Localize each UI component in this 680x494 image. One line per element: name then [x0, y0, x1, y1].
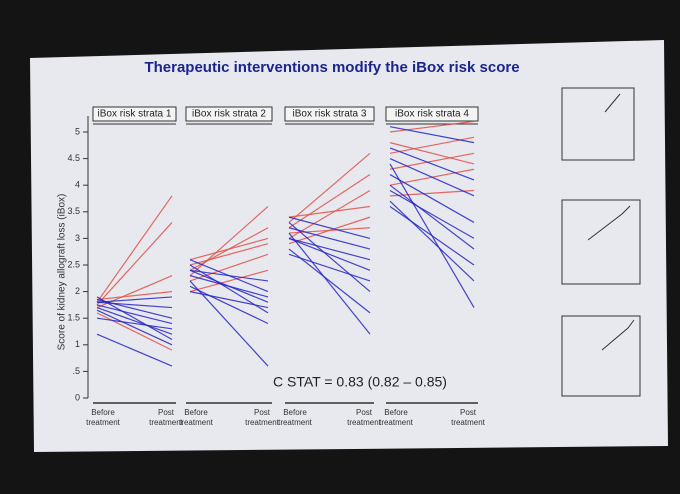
patient-line: [96, 296, 173, 341]
calibration-box: [561, 87, 635, 161]
patient-line: [389, 189, 475, 197]
patient-line: [288, 227, 371, 250]
patient-line: [96, 309, 173, 346]
y-tick-label: 2.5: [67, 259, 80, 269]
patient-line: [288, 232, 371, 335]
x-tick-label: treatment: [86, 418, 121, 427]
x-tick-label: Before: [184, 408, 208, 417]
patient-line: [96, 333, 173, 367]
y-tick-label: 4.5: [67, 153, 80, 163]
patient-line: [288, 221, 371, 293]
patient-line: [389, 200, 475, 282]
y-tick-label: 3.5: [67, 206, 80, 216]
x-tick-label: treatment: [278, 418, 313, 427]
patient-line: [389, 158, 475, 197]
patient-line: [288, 205, 371, 218]
patient-line: [288, 248, 371, 314]
patient-line: [389, 126, 475, 144]
x-tick-label: Before: [283, 408, 307, 417]
y-tick-label: 0: [75, 392, 80, 402]
patient-line: [96, 222, 173, 306]
x-tick-label: Before: [384, 408, 408, 417]
x-tick-label: treatment: [347, 418, 382, 427]
patient-line: [96, 312, 173, 351]
slide: [30, 40, 668, 452]
patient-line: [288, 174, 371, 229]
strata-box: [284, 106, 375, 122]
strata-label: iBox risk strata 3: [293, 109, 367, 120]
patient-line: [189, 280, 269, 367]
patient-line: [288, 216, 371, 239]
patient-line: [189, 243, 269, 266]
calibration-box: [561, 199, 641, 285]
patient-line: [288, 190, 371, 239]
patient-line: [189, 269, 269, 303]
patient-line: [96, 298, 173, 319]
patient-line: [96, 296, 173, 303]
patient-line: [288, 237, 371, 261]
calibration-line: [604, 93, 621, 113]
patient-line: [96, 195, 173, 303]
patient-line: [389, 205, 475, 266]
calibration-line: [601, 319, 635, 351]
calibration-line: [587, 205, 631, 241]
y-tick-label: 1.5: [67, 313, 80, 323]
y-axis-label: Score of kidney allograft loss (iBox): [57, 194, 68, 351]
patient-line: [288, 253, 371, 282]
x-tick-label: treatment: [149, 418, 184, 427]
patient-line: [189, 237, 269, 261]
y-tick-label: .5: [72, 366, 80, 376]
patient-line: [189, 285, 269, 325]
y-tick-label: 3: [75, 233, 80, 243]
strata-label: iBox risk strata 4: [395, 109, 469, 120]
patient-line: [389, 120, 475, 133]
chart-title: Therapeutic interventions modify the iBo…: [144, 59, 519, 76]
x-tick-label: Post: [460, 408, 477, 417]
calibration-box: [561, 315, 641, 397]
patient-line: [96, 291, 173, 301]
patient-line: [189, 291, 269, 309]
y-tick-label: 2: [75, 286, 80, 296]
patient-line: [189, 206, 269, 277]
x-tick-label: treatment: [179, 418, 214, 427]
patient-line: [288, 237, 371, 271]
y-tick-label: 5: [75, 126, 80, 136]
patient-line: [389, 142, 475, 165]
patient-line: [389, 189, 475, 239]
strata-box: [92, 106, 177, 122]
x-tick-label: treatment: [451, 418, 486, 427]
x-tick-label: Before: [91, 408, 115, 417]
calibration-plots: [561, 87, 641, 397]
patient-line: [389, 184, 475, 250]
patient-line: [288, 152, 371, 223]
patient-line: [96, 304, 173, 325]
x-tick-label: treatment: [245, 418, 280, 427]
patient-line: [389, 152, 475, 170]
patient-line: [96, 317, 173, 330]
x-tick-label: treatment: [379, 418, 414, 427]
patient-line: [389, 147, 475, 181]
patient-line: [189, 259, 269, 293]
x-tick-label: Post: [356, 408, 373, 417]
strata-box: [385, 106, 479, 122]
y-tick-label: 1: [75, 339, 80, 349]
annotation: C STAT = 0.83 (0.82 – 0.85): [273, 374, 447, 390]
strata-box: [185, 106, 273, 122]
x-tick-label: Post: [254, 408, 271, 417]
strata-label: iBox risk strata 1: [98, 109, 172, 120]
y-tick-label: 4: [75, 180, 80, 190]
patient-line: [189, 253, 269, 282]
patient-line: [189, 269, 269, 293]
patient-line: [96, 306, 173, 335]
x-tick-label: Post: [158, 408, 175, 417]
strata-label: iBox risk strata 2: [192, 109, 266, 120]
patient-line: [288, 227, 371, 234]
patient-line: [389, 174, 475, 223]
